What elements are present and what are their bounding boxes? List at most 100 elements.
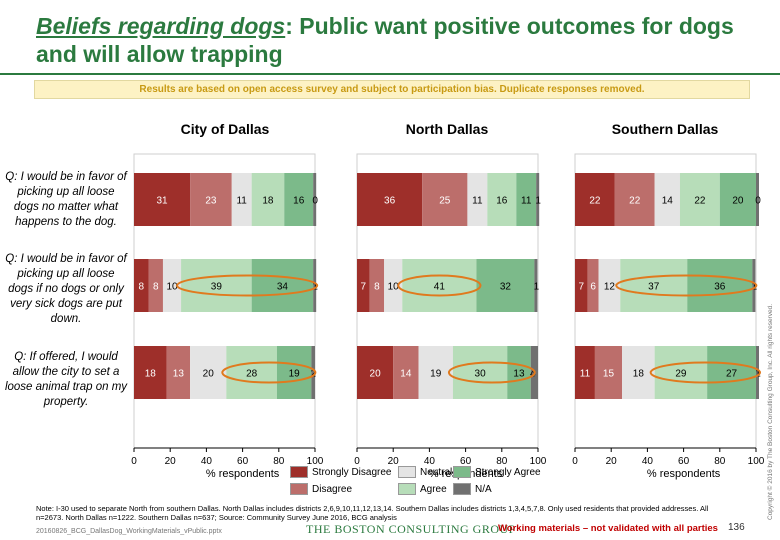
legend-swatch <box>290 466 308 478</box>
bar-segment-disagree <box>166 346 191 399</box>
bar-segment-neutral <box>418 346 453 399</box>
bar-segment-disagree <box>190 173 232 226</box>
bar-segment-strongly-agree <box>251 259 314 312</box>
bar-segment-neutral <box>467 173 488 226</box>
x-tick-label: 100 <box>307 456 324 467</box>
bar-segment-neutral <box>231 173 252 226</box>
bar-segment-disagree <box>614 173 655 226</box>
data-label: 1 <box>534 282 540 293</box>
bar-segment-strongly-disagree <box>575 173 615 226</box>
legend-swatch <box>398 483 416 495</box>
bar-segment-disagree <box>369 259 385 312</box>
legend-item: Strongly Disagree <box>290 466 391 478</box>
data-label: 25 <box>439 196 451 207</box>
bar-segment-strongly-agree <box>516 173 537 226</box>
company-logo: THE BOSTON CONSULTING GROUP <box>306 522 516 536</box>
data-label: 18 <box>145 369 157 380</box>
data-label: 11 <box>521 196 532 207</box>
data-label: 22 <box>694 196 706 207</box>
bar-segment-strongly-disagree <box>134 346 167 399</box>
bar-segment-strongly-agree <box>719 173 756 226</box>
data-label: 6 <box>590 282 596 293</box>
data-label: 34 <box>277 282 289 293</box>
data-label: 1 <box>535 196 541 207</box>
x-tick-label: 20 <box>388 456 400 467</box>
bar-segment-neutral <box>190 346 227 399</box>
data-label: 8 <box>138 282 144 293</box>
title-emphasis: Beliefs regarding dogs <box>36 13 286 39</box>
x-tick-label: 60 <box>237 456 249 467</box>
data-label: 14 <box>400 369 412 380</box>
bar-segment-strongly-agree <box>276 346 312 399</box>
data-label: 13 <box>513 369 525 380</box>
legend-label: Agree <box>420 483 447 495</box>
legend-label: Disagree <box>312 483 353 495</box>
x-tick-label: 40 <box>201 456 213 467</box>
question-1: Q: I would be in favor of picking up all… <box>5 171 127 228</box>
data-label: 8 <box>153 282 159 293</box>
data-label: 37 <box>648 282 660 293</box>
page-number: 136 <box>728 522 745 533</box>
bar-segment-disagree <box>594 346 623 399</box>
bar-segment-na <box>534 259 538 312</box>
data-label: 30 <box>475 369 487 380</box>
bar-segment-neutral <box>384 259 403 312</box>
x-axis-label: % respondents <box>206 468 280 480</box>
data-label: 20 <box>732 196 744 207</box>
x-tick-label: 40 <box>642 456 654 467</box>
highlight-oval <box>615 274 758 297</box>
question-2: Q: I would be in favor of picking up all… <box>5 253 127 325</box>
data-label: 20 <box>370 369 382 380</box>
bar-segment-strongly-agree <box>707 346 756 399</box>
data-label: 36 <box>714 282 726 293</box>
data-label: 29 <box>675 369 687 380</box>
x-tick-label: 80 <box>714 456 726 467</box>
legend-label: N/A <box>475 483 492 495</box>
panel-title-southern: Southern Dallas <box>611 121 719 137</box>
working-materials-warning: Working materials – not validated with a… <box>498 523 718 534</box>
bar-segment-disagree <box>587 259 599 312</box>
legend-swatch <box>398 466 416 478</box>
bar-segment-strongly-disagree <box>357 346 394 399</box>
highlight-oval <box>221 361 317 384</box>
highlight-oval <box>447 361 536 384</box>
bar-segment-agree <box>402 259 477 312</box>
data-label: 0 <box>312 196 318 207</box>
legend-item: Disagree <box>290 483 352 495</box>
bar-segment-strongly-agree <box>476 259 535 312</box>
bar-segment-strongly-disagree <box>134 259 149 312</box>
x-tick-label: 0 <box>354 456 360 467</box>
bar-segment-agree <box>654 346 708 399</box>
legend-item: Neutral <box>398 466 452 478</box>
bar-segment-strongly-agree <box>687 259 753 312</box>
x-tick-label: 80 <box>496 456 508 467</box>
data-label: 10 <box>166 282 178 293</box>
panel-title-city: City of Dallas <box>180 121 270 137</box>
question-3: Q: If offered, I would allow the city to… <box>4 351 128 408</box>
chart-legend: Strongly Disagree Neutral Strongly Agree… <box>290 466 590 500</box>
data-label: 22 <box>629 196 641 207</box>
data-label: 19 <box>430 369 442 380</box>
footnote: Note: I-30 used to separate North from s… <box>36 504 709 522</box>
data-label: 16 <box>496 196 508 207</box>
bar-segment-na <box>313 173 317 226</box>
legend-swatch <box>290 483 308 495</box>
x-tick-label: 20 <box>606 456 618 467</box>
data-label: 13 <box>173 369 185 380</box>
x-tick-label: 20 <box>165 456 177 467</box>
panel-title-north: North Dallas <box>405 121 489 137</box>
data-label: 28 <box>246 369 258 380</box>
copyright: Copyright © 2016 by The Boston Consultin… <box>767 303 774 520</box>
data-label: 11 <box>580 369 591 380</box>
bar-segment-na <box>313 259 317 312</box>
data-label: 2 <box>311 369 317 380</box>
data-label: 19 <box>289 369 301 380</box>
x-tick-label: 100 <box>530 456 547 467</box>
legend-label: Strongly Disagree <box>312 466 392 478</box>
bar-segment-strongly-disagree <box>357 173 423 226</box>
legend-swatch <box>453 483 471 495</box>
bar-segment-strongly-disagree <box>575 259 588 312</box>
data-label: 27 <box>726 369 738 380</box>
x-tick-label: 80 <box>273 456 285 467</box>
